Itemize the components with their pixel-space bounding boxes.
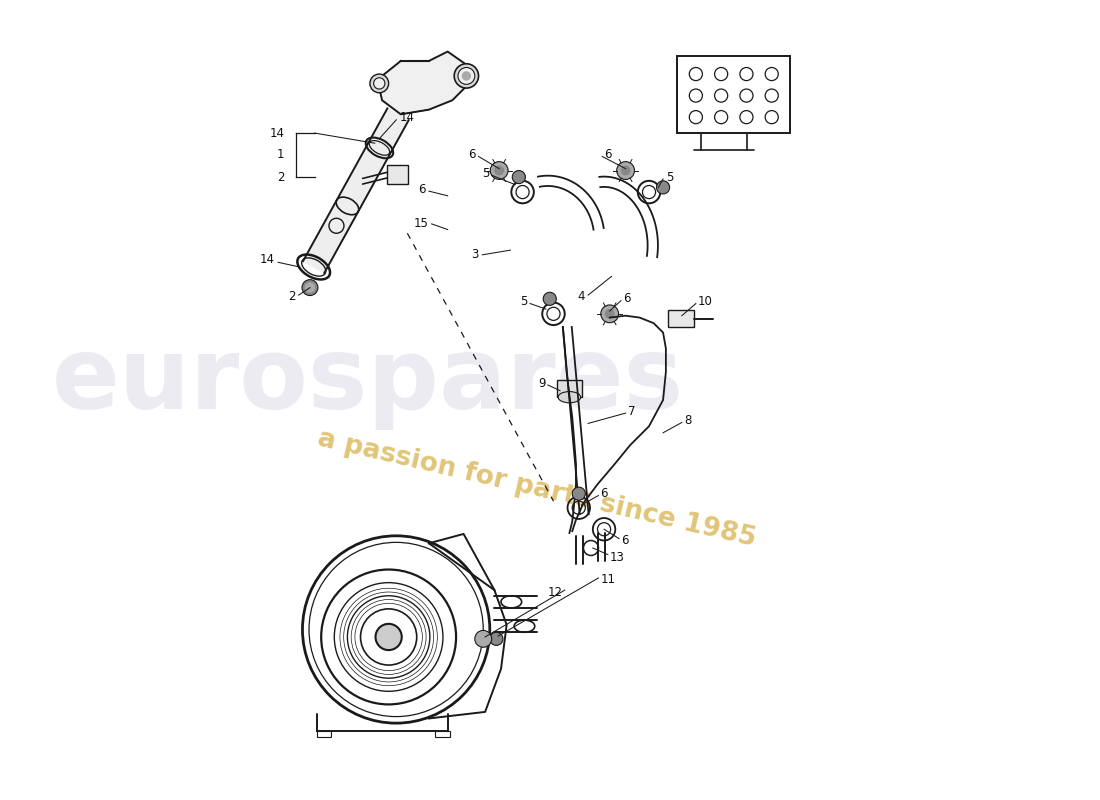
Bar [668, 310, 694, 327]
Text: 2: 2 [277, 170, 285, 183]
Text: 14: 14 [270, 126, 285, 139]
Text: 8: 8 [684, 414, 692, 427]
Circle shape [370, 74, 388, 93]
Text: 12: 12 [548, 586, 563, 598]
Circle shape [605, 309, 615, 318]
Text: 7: 7 [628, 405, 636, 418]
Text: 6: 6 [623, 292, 630, 306]
Text: 14: 14 [400, 111, 415, 125]
Circle shape [462, 71, 471, 81]
Circle shape [458, 67, 475, 84]
Circle shape [491, 162, 508, 179]
Bar [436, 730, 450, 737]
Text: 13: 13 [609, 551, 625, 564]
Text: a passion for parts since 1985: a passion for parts since 1985 [315, 426, 758, 552]
Ellipse shape [558, 391, 581, 403]
Text: 14: 14 [260, 253, 274, 266]
Circle shape [513, 170, 526, 184]
Text: 3: 3 [471, 248, 478, 262]
Text: 6: 6 [469, 148, 475, 161]
Text: 6: 6 [419, 182, 426, 196]
Text: 1: 1 [277, 148, 285, 161]
Circle shape [475, 630, 492, 647]
Text: 6: 6 [601, 487, 608, 500]
Text: 2: 2 [288, 290, 296, 303]
Polygon shape [302, 109, 409, 273]
Circle shape [375, 624, 402, 650]
Text: 10: 10 [697, 295, 713, 308]
Circle shape [543, 292, 557, 306]
Bar [678, 56, 790, 133]
Circle shape [454, 64, 478, 88]
Text: 5: 5 [483, 167, 490, 180]
Bar [558, 380, 582, 397]
Circle shape [494, 166, 504, 175]
Text: 5: 5 [520, 295, 527, 308]
Bar [387, 166, 408, 184]
Text: 9: 9 [539, 377, 546, 390]
Circle shape [620, 166, 630, 175]
Bar [317, 730, 331, 737]
Circle shape [601, 305, 618, 322]
Text: 15: 15 [414, 218, 429, 230]
Text: 6: 6 [620, 534, 628, 547]
Circle shape [657, 181, 670, 194]
Circle shape [490, 632, 503, 646]
Text: 6: 6 [604, 148, 612, 161]
Circle shape [374, 78, 385, 89]
Polygon shape [377, 51, 466, 114]
Text: 11: 11 [601, 574, 615, 586]
Circle shape [572, 487, 585, 500]
Text: eurospares: eurospares [52, 333, 684, 430]
Circle shape [302, 280, 318, 295]
Text: 4: 4 [578, 290, 585, 303]
Circle shape [617, 162, 635, 179]
Circle shape [305, 282, 315, 293]
Text: 5: 5 [666, 170, 673, 183]
Circle shape [390, 166, 406, 182]
